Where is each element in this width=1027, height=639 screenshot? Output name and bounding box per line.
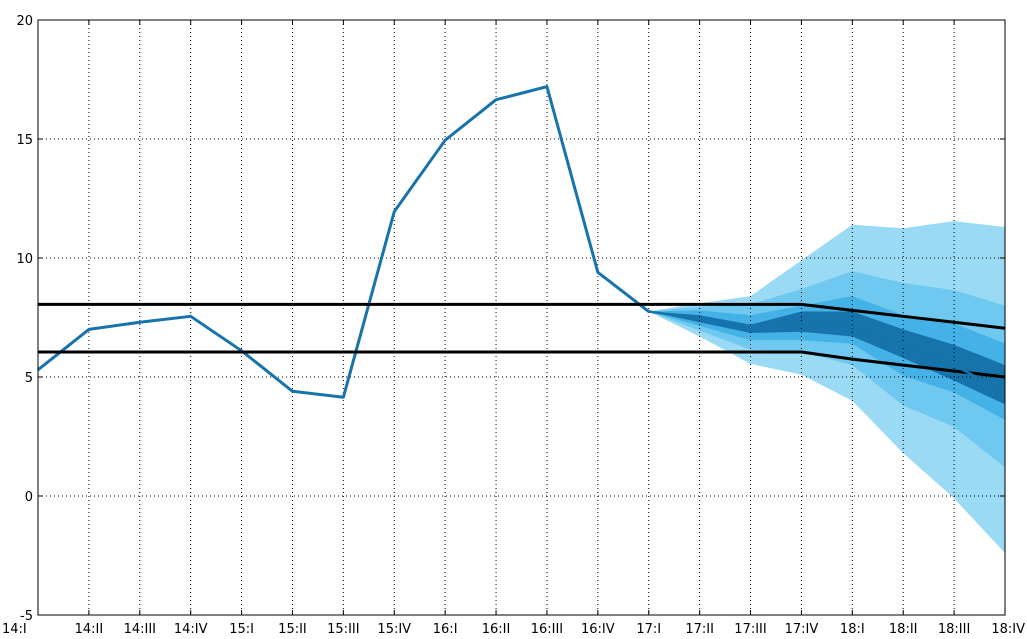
fan-center-line bbox=[648, 310, 1006, 394]
x-tick-label: 16:II bbox=[482, 622, 511, 637]
y-tick-labels: -5 0 5 10 15 20 bbox=[16, 14, 33, 624]
series-upper-band bbox=[38, 302, 1006, 330]
x-tick-label: 16:IV bbox=[581, 622, 615, 637]
x-tick-label: 14:II bbox=[75, 622, 104, 637]
y-tick-label: -5 bbox=[20, 609, 33, 624]
y-tick-label: 5 bbox=[25, 371, 33, 386]
x-tick-label: 16:I bbox=[433, 622, 458, 637]
fan-bands bbox=[648, 221, 1005, 554]
fan-band-4 bbox=[648, 311, 1005, 405]
x-tick-label: 17:I bbox=[636, 622, 661, 637]
x-tick-label: 17:IV bbox=[785, 622, 819, 637]
x-tick-label: 15:III bbox=[327, 622, 359, 637]
x-tick-label: 17:II bbox=[685, 622, 714, 637]
x-tick-label: 15:I bbox=[229, 622, 254, 637]
x-tick-label: 14:IV bbox=[174, 622, 208, 637]
plot-frame bbox=[37, 19, 1006, 616]
y-tick-label: 0 bbox=[25, 490, 33, 505]
series-lower-band bbox=[38, 350, 1006, 379]
y-tick-label: 15 bbox=[16, 133, 33, 148]
series-actual bbox=[37, 85, 650, 399]
x-tick-labels: 14:I 14:II 14:III 14:IV 15:I 15:II 15:III 15:IV… bbox=[2, 622, 1025, 637]
x-tick-label: 17:III bbox=[734, 622, 766, 637]
x-tick-label: 15:IV bbox=[377, 622, 411, 637]
x-tick-label: 18:I bbox=[840, 622, 865, 637]
x-tick-label: 14:I bbox=[2, 622, 27, 637]
x-tick-label: 18:IV bbox=[991, 622, 1025, 637]
x-tick-label: 18:II bbox=[889, 622, 918, 637]
y-tick-label: 20 bbox=[16, 14, 33, 29]
y-tick-label: 10 bbox=[16, 252, 33, 267]
tick-marks bbox=[37, 19, 1006, 616]
series-lines bbox=[37, 85, 1006, 399]
x-tick-label: 15:II bbox=[278, 622, 307, 637]
x-tick-label: 14:III bbox=[124, 622, 156, 637]
x-tick-label: 18:III bbox=[938, 622, 970, 637]
x-tick-label: 16:III bbox=[531, 622, 563, 637]
